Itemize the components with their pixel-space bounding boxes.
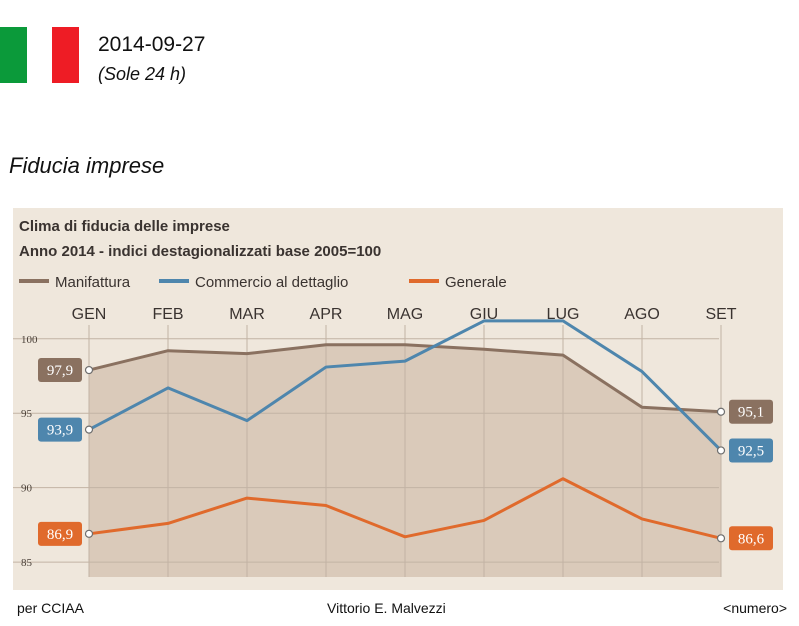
series-line — [88, 319, 723, 452]
start-value-box — [38, 358, 82, 383]
chart-title: Clima di fiducia delle imprese — [19, 218, 230, 235]
end-value-box — [729, 526, 773, 551]
y-tick-label: 90 — [21, 483, 33, 495]
y-tick-label: 85 — [21, 557, 33, 569]
legend-label: Manifattura — [55, 274, 131, 291]
end-value-box — [729, 438, 773, 463]
slide-source: (Sole 24 h) — [98, 64, 187, 84]
end-value-label: 92,5 — [738, 443, 764, 459]
footer-author: Vittorio E. Malvezzi — [327, 600, 446, 616]
start-value-label: 97,9 — [47, 363, 73, 379]
series-line — [88, 477, 722, 540]
start-value-label: 93,9 — [47, 423, 73, 439]
point-marker — [716, 534, 726, 543]
slide-date: 2014-09-27 — [98, 33, 206, 56]
point-marker — [84, 365, 94, 375]
footer-page-number: <numero> — [723, 600, 787, 616]
line-chart: Clima di fiducia delle imprese Anno 2014 … — [13, 218, 773, 577]
end-value-box — [729, 399, 773, 424]
x-tick-label: SET — [705, 306, 736, 323]
point-marker — [716, 407, 726, 416]
x-tick-label: APR — [310, 306, 343, 323]
flag-green-stripe — [0, 27, 27, 83]
legend-label: Generale — [445, 274, 507, 291]
chart-subtitle: Anno 2014 - indici destagionalizzati bas… — [19, 243, 381, 260]
x-tick-label: GIU — [470, 306, 498, 323]
footer-left: per CCIAA — [17, 600, 84, 616]
legend-label: Commercio al dettaglio — [195, 274, 348, 291]
x-tick-label: MAG — [387, 306, 423, 323]
series-line — [88, 343, 722, 414]
x-tick-label: FEB — [152, 306, 183, 323]
start-value-box — [38, 521, 82, 546]
y-tick-label: 95 — [21, 408, 33, 420]
chart-panel: Clima di fiducia delle imprese Anno 2014 … — [13, 208, 783, 590]
x-tick-label: MAR — [229, 306, 265, 323]
flag-red-stripe — [52, 27, 79, 83]
point-marker — [84, 425, 94, 434]
x-tick-label: GEN — [72, 306, 107, 323]
point-marker — [716, 446, 726, 455]
x-tick-label: AGO — [624, 306, 660, 323]
start-value-box — [38, 417, 82, 442]
end-value-label: 86,6 — [738, 531, 765, 547]
end-value-label: 95,1 — [738, 405, 764, 421]
slide-title: Fiducia imprese — [9, 153, 165, 178]
y-tick-label: 100 — [21, 334, 38, 346]
point-marker — [84, 529, 94, 538]
start-value-label: 86,9 — [47, 527, 73, 543]
x-tick-label: LUG — [547, 306, 580, 323]
